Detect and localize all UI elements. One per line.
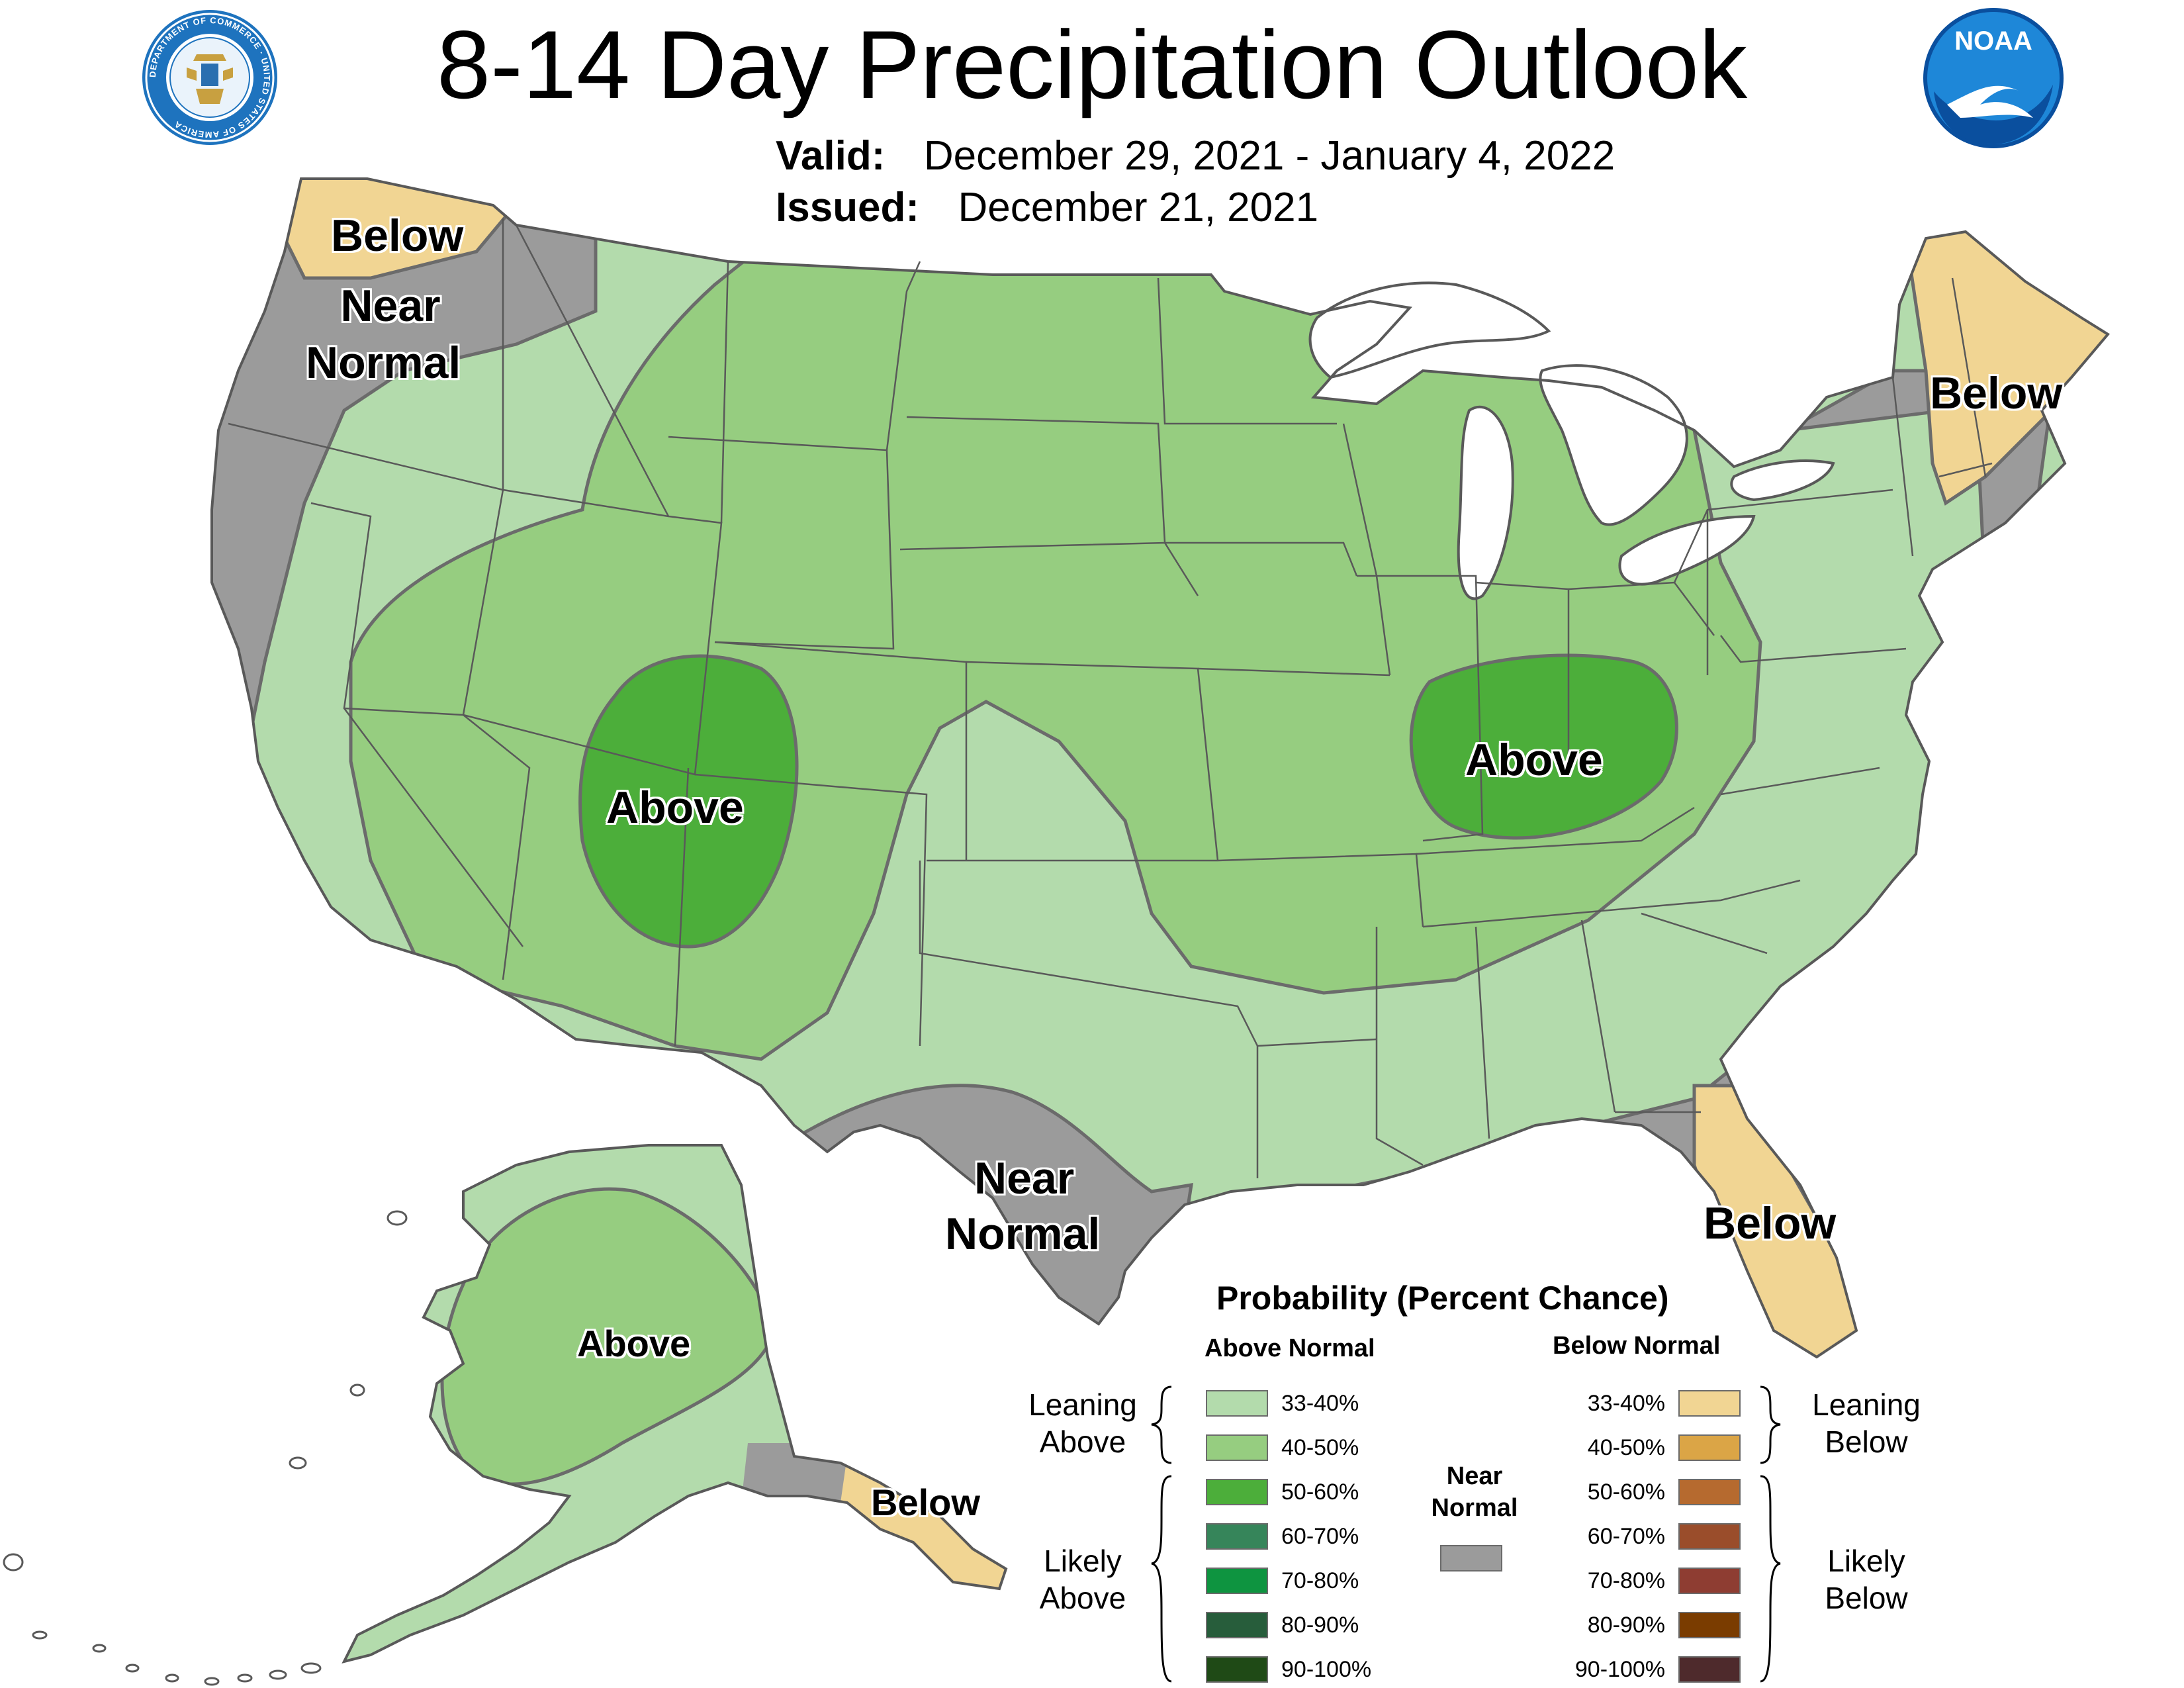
legend-swatch xyxy=(1678,1568,1741,1594)
legend-leaning-below-line1: Leaning xyxy=(1812,1387,1921,1422)
legend-swatch-label: 80-90% xyxy=(1281,1612,1359,1638)
legend-braces-left xyxy=(1151,1385,1172,1683)
label-tx-normal: Normal xyxy=(945,1209,1101,1259)
legend-below-item: 80-90% xyxy=(1555,1612,1741,1638)
issued-date: Issued: December 21, 2021 xyxy=(776,184,1318,232)
legend-swatch xyxy=(1206,1523,1268,1550)
legend-swatch-label: 50-60% xyxy=(1587,1479,1665,1505)
legend-likely-below-line2: Below xyxy=(1825,1581,1908,1615)
issued-label: Issued: xyxy=(776,185,920,230)
legend-leaning-below-line2: Below xyxy=(1825,1425,1908,1459)
legend-leaning-above-line1: Leaning xyxy=(1028,1387,1137,1422)
legend-swatch xyxy=(1678,1479,1741,1505)
legend-swatch xyxy=(1678,1612,1741,1638)
legend-above-item: 90-100% xyxy=(1206,1656,1371,1683)
legend-swatch xyxy=(1206,1390,1268,1417)
seal-text: DEPARTMENT OF COMMERCE · UNITED STATES O… xyxy=(140,8,279,147)
legend-above-item: 33-40% xyxy=(1206,1390,1371,1417)
legend-above-list: 33-40% 40-50% 50-60% 60-70% 70-80% 80-90… xyxy=(1206,1390,1371,1683)
legend-swatch xyxy=(1678,1390,1741,1417)
alaska-outline xyxy=(341,1144,1008,1664)
aleutian-islands xyxy=(3,1210,408,1686)
legend-swatch-label: 60-70% xyxy=(1281,1523,1359,1549)
legend-below-item: 33-40% xyxy=(1555,1390,1741,1417)
legend-likely-above-line2: Above xyxy=(1039,1581,1126,1615)
legend-swatch xyxy=(1206,1612,1268,1638)
legend-swatch-label: 33-40% xyxy=(1281,1390,1359,1416)
legend-above-item: 60-70% xyxy=(1206,1523,1371,1550)
legend-below-item: 40-50% xyxy=(1555,1434,1741,1461)
legend-braces-right xyxy=(1760,1385,1781,1683)
legend-below-item: 70-80% xyxy=(1555,1568,1741,1594)
issued-value: December 21, 2021 xyxy=(958,185,1319,230)
legend-near-line2: Normal xyxy=(1431,1494,1518,1522)
noaa-logo xyxy=(1923,8,2064,148)
legend-swatch xyxy=(1678,1434,1741,1461)
legend-below-item: 90-100% xyxy=(1555,1656,1741,1683)
legend-near-line1: Near xyxy=(1446,1462,1503,1490)
legend-likely-above-line1: Likely xyxy=(1044,1544,1122,1578)
legend-below-header: Below Normal xyxy=(1553,1332,1721,1360)
valid-period: Valid: December 29, 2021 - January 4, 20… xyxy=(776,132,1615,180)
commerce-seal-logo xyxy=(142,10,277,145)
legend-swatch xyxy=(1678,1523,1741,1550)
label-ak-below: Below xyxy=(871,1481,980,1523)
legend-swatch xyxy=(1678,1656,1741,1683)
legend-swatch xyxy=(1206,1434,1268,1461)
legend-title: Probability (Percent Chance) xyxy=(1216,1280,1669,1317)
legend-swatch xyxy=(1206,1479,1268,1505)
legend-below-item: 60-70% xyxy=(1555,1523,1741,1550)
seal-caption: DEPARTMENT OF COMMERCE · UNITED STATES O… xyxy=(148,15,271,140)
legend-swatch-label: 70-80% xyxy=(1281,1568,1359,1593)
legend-swatch-label: 80-90% xyxy=(1587,1612,1665,1638)
label-nw-near: Near xyxy=(340,281,441,331)
svg-text:DEPARTMENT OF COMMERCE · UNITE: DEPARTMENT OF COMMERCE · UNITED STATES O… xyxy=(148,15,272,140)
label-fl-below: Below xyxy=(1704,1198,1837,1248)
legend-leaning-below: Leaning Below xyxy=(1807,1386,1926,1460)
great-lakes xyxy=(1308,281,1835,600)
label-tx-near: Near xyxy=(974,1153,1075,1203)
legend-below-item: 50-60% xyxy=(1555,1479,1741,1505)
label-ne-below: Below xyxy=(1930,368,2063,418)
legend-near-normal: Near Normal xyxy=(1415,1460,1534,1524)
legend-below-list: 33-40% 40-50% 50-60% 60-70% 70-80% 80-90… xyxy=(1555,1390,1741,1683)
legend-swatch-label: 50-60% xyxy=(1281,1479,1359,1505)
legend-above-item: 70-80% xyxy=(1206,1568,1371,1594)
valid-label: Valid: xyxy=(776,133,886,179)
legend-above-item: 50-60% xyxy=(1206,1479,1371,1505)
legend-swatch-label: 60-70% xyxy=(1587,1523,1665,1549)
legend-likely-below-line1: Likely xyxy=(1827,1544,1905,1578)
legend-likely-below: Likely Below xyxy=(1807,1542,1926,1617)
legend-swatch xyxy=(1206,1656,1268,1683)
legend-swatch-label: 90-100% xyxy=(1574,1656,1665,1682)
legend-swatch-label: 90-100% xyxy=(1281,1656,1372,1682)
state-borders xyxy=(210,177,2111,1359)
valid-value: December 29, 2021 - January 4, 2022 xyxy=(923,133,1615,179)
legend-swatch-label: 33-40% xyxy=(1587,1390,1665,1416)
legend-near-swatch xyxy=(1440,1545,1502,1571)
legend-swatch xyxy=(1206,1568,1268,1594)
legend-likely-above: Likely Above xyxy=(1023,1542,1142,1617)
noaa-logo-text: NOAA xyxy=(1954,26,2032,56)
label-ak-above: Above xyxy=(577,1323,691,1364)
page-title: 8-14 Day Precipitation Outlook xyxy=(436,11,1748,118)
label-nw-normal: Normal xyxy=(306,338,461,388)
label-nw-below: Below xyxy=(331,211,464,261)
legend-swatch-label: 70-80% xyxy=(1587,1568,1665,1593)
legend-above-header: Above Normal xyxy=(1205,1335,1375,1362)
legend-leaning-above-line2: Above xyxy=(1039,1425,1126,1459)
legend-above-item: 80-90% xyxy=(1206,1612,1371,1638)
legend-swatch-label: 40-50% xyxy=(1587,1434,1665,1460)
label-ohio-above: Above xyxy=(1465,735,1603,785)
label-sw-above: Above xyxy=(606,782,744,833)
legend-above-item: 40-50% xyxy=(1206,1434,1371,1461)
legend-swatch-label: 40-50% xyxy=(1281,1434,1359,1460)
legend-leaning-above: Leaning Above xyxy=(1023,1386,1142,1460)
